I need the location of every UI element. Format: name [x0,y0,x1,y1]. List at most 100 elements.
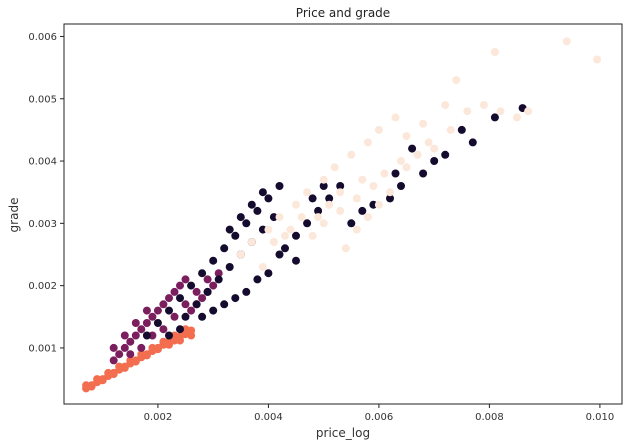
point-cluster-4-31 [353,226,361,234]
point-cluster-2-14 [187,307,195,315]
point-cluster-3-49 [165,332,173,340]
point-cluster-3-45 [220,300,228,308]
point-cluster-3-0 [143,332,151,340]
point-cluster-4-30 [259,263,267,271]
point-cluster-4-12 [403,132,411,140]
point-cluster-2-12 [176,282,184,290]
point-cluster-3-42 [242,288,250,296]
y-tick-label: 0.006 [28,32,57,43]
point-cluster-4-24 [369,182,377,190]
point-cluster-4-29 [270,238,278,246]
point-cluster-3-22 [292,232,300,240]
point-cluster-4-42 [524,107,532,115]
point-cluster-2-10 [165,294,173,302]
x-axis: 0.002 0.004 0.006 0.008 0.010 [144,404,615,423]
point-cluster-2-19 [126,350,134,358]
point-cluster-1-39 [187,332,195,340]
point-cluster-3-37 [491,113,499,121]
point-cluster-4-49 [281,232,289,240]
point-cluster-4-5 [303,188,311,196]
point-cluster-4-22 [336,207,344,215]
point-cluster-4-44 [375,201,383,209]
point-cluster-4-26 [397,157,405,165]
point-cluster-3-15 [215,275,223,283]
point-cluster-4-7 [331,163,339,171]
point-cluster-2-25 [193,288,201,296]
point-cluster-2-0 [110,356,118,364]
point-cluster-3-12 [182,313,190,321]
point-cluster-2-20 [137,344,145,352]
point-cluster-1-32 [110,370,118,378]
point-cluster-1-35 [143,351,151,359]
point-cluster-4-25 [380,170,388,178]
point-cluster-4-34 [403,163,411,171]
point-cluster-4-16 [463,107,471,115]
point-cluster-3-36 [469,138,477,146]
point-cluster-2-6 [143,319,151,327]
point-cluster-3-55 [392,170,400,178]
point-cluster-3-28 [358,207,366,215]
point-cluster-2-5 [137,325,145,333]
point-cluster-2-18 [209,282,217,290]
point-cluster-4-1 [248,238,256,246]
point-cluster-4-4 [292,201,300,209]
point-cluster-4-28 [287,226,295,234]
point-cluster-4-38 [452,76,460,84]
point-cluster-3-33 [430,157,438,165]
point-cluster-4-9 [364,138,372,146]
point-cluster-3-16 [226,263,234,271]
point-cluster-2-3 [126,338,134,346]
x-tick-label: 0.002 [144,412,173,423]
point-cluster-2-9 [159,300,167,308]
point-cluster-4-6 [320,176,328,184]
point-cluster-3-48 [176,325,184,333]
point-cluster-3-9 [242,219,250,227]
point-cluster-4-48 [314,213,322,221]
point-cluster-3-1 [154,319,162,327]
point-cluster-4-3 [276,213,284,221]
point-cluster-3-3 [176,294,184,302]
point-cluster-4-37 [441,101,449,109]
y-axis-label: grade [7,198,21,233]
point-cluster-3-32 [419,170,427,178]
point-cluster-3-46 [209,307,217,315]
point-cluster-3-8 [231,232,239,240]
x-tick-label: 0.006 [365,412,394,423]
point-cluster-4-41 [593,56,601,64]
point-cluster-3-50 [248,201,256,209]
point-cluster-2-29 [132,319,140,327]
point-cluster-3-4 [187,282,195,290]
point-cluster-2-23 [171,313,179,321]
point-cluster-2-4 [132,332,140,340]
point-cluster-2-22 [159,325,167,333]
point-cluster-1-30 [88,383,96,391]
axes-frame [64,24,622,404]
point-cluster-2-7 [148,313,156,321]
series-cluster-3 [143,104,527,339]
point-cluster-3-35 [458,126,466,134]
point-cluster-4-8 [347,151,355,159]
point-cluster-4-14 [430,145,438,153]
point-cluster-4-0 [237,251,245,259]
y-tick-label: 0.002 [28,281,57,292]
point-cluster-4-33 [342,244,350,252]
point-cluster-4-43 [386,188,394,196]
chart-title: Price and grade [296,6,390,20]
point-cluster-4-18 [497,107,505,115]
point-cluster-4-19 [513,113,521,121]
point-cluster-4-15 [447,126,455,134]
point-cluster-3-13 [193,300,201,308]
point-cluster-4-46 [336,188,344,196]
point-cluster-1-33 [121,364,129,372]
point-cluster-1-34 [132,358,140,366]
point-cluster-4-13 [419,120,427,128]
point-cluster-3-7 [220,244,228,252]
point-cluster-3-47 [198,313,206,321]
point-cluster-3-6 [209,257,217,265]
point-cluster-2-16 [198,294,206,302]
series-cluster-4 [237,37,601,271]
y-tick-label: 0.005 [28,94,57,105]
point-cluster-3-10 [253,207,261,215]
point-cluster-4-36 [425,138,433,146]
x-tick-label: 0.004 [254,412,283,423]
